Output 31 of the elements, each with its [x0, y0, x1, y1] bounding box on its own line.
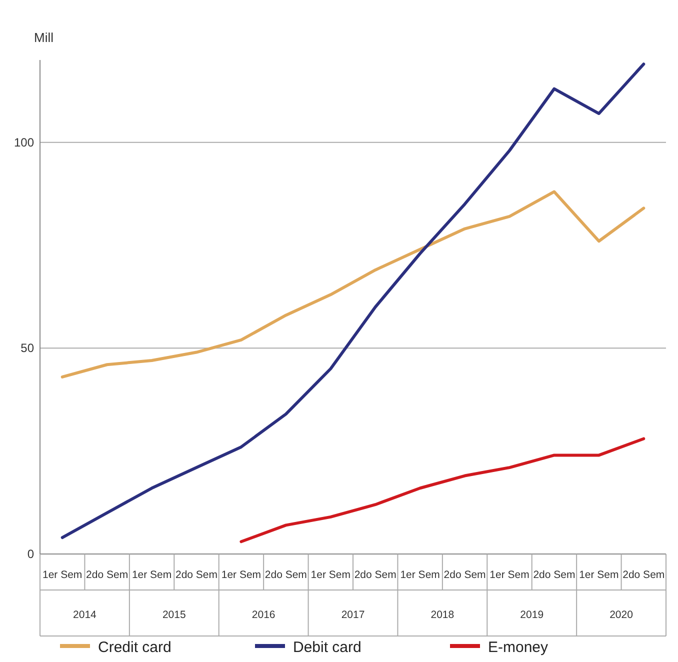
text: 2015 — [162, 609, 186, 621]
x-tick-label: 1er Sem — [310, 569, 351, 581]
x-tick-label: 2do Sem — [444, 569, 486, 581]
x-tick-label: 2do Sem — [533, 569, 576, 581]
text: 2019 — [520, 609, 544, 621]
x-tick-label: 1er Sem — [221, 569, 262, 581]
x-tick-label: 1er Sem — [490, 569, 530, 581]
y-tick-label: 0 — [27, 547, 34, 561]
y-tick-label: 100 — [14, 135, 34, 150]
text: 2020 — [610, 609, 634, 621]
legend-label: Debit card — [293, 639, 362, 656]
y-tick-label: 50 — [20, 341, 34, 356]
x-tick-label: 1er Sem — [400, 569, 440, 581]
x-tick-label: 1er Sem — [132, 569, 172, 581]
x-tick-label: 2do Sem — [175, 569, 218, 581]
line-series — [60, 190, 646, 378]
text: 2014 — [73, 609, 97, 621]
legend-label: Credit card — [98, 639, 172, 656]
x-tick-label: 2do Sem — [86, 569, 128, 581]
text: 2018 — [430, 609, 454, 621]
text: 2017 — [341, 609, 365, 621]
text: 2016 — [252, 609, 276, 621]
x-tick-label: 2do Sem — [354, 569, 397, 581]
legend-label: E-money — [488, 639, 549, 656]
x-tick-label: 2do Sem — [622, 569, 665, 581]
line-series — [240, 437, 646, 544]
x-tick-label: 2do Sem — [264, 569, 308, 581]
line-series — [60, 62, 646, 540]
x-tick-label: 1er Sem — [42, 569, 82, 581]
y-axis-title: Mill — [34, 30, 54, 45]
x-tick-label: 1er Sem — [579, 569, 620, 581]
